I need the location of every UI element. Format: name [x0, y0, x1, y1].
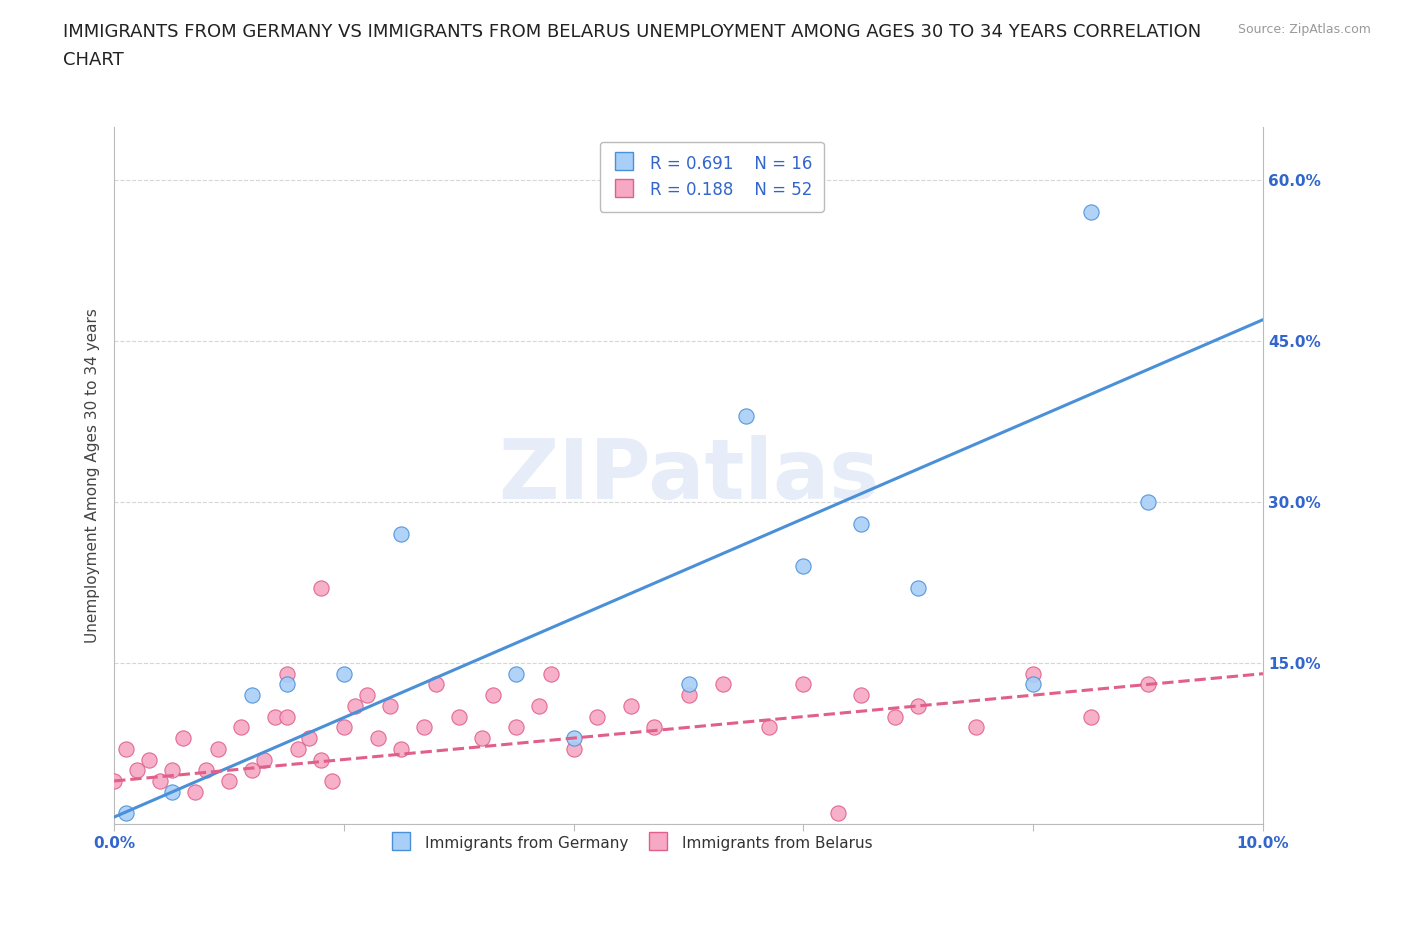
Point [344, 698, 367, 713]
Point [562, 741, 585, 756]
Point [1137, 677, 1160, 692]
Point [792, 677, 814, 692]
Point [240, 763, 263, 777]
Point [907, 580, 929, 595]
Point [482, 687, 505, 702]
Point [849, 516, 872, 531]
Point [1022, 677, 1045, 692]
Legend: Immigrants from Germany, Immigrants from Belarus: Immigrants from Germany, Immigrants from… [384, 827, 879, 858]
Point [207, 741, 229, 756]
Point [264, 710, 287, 724]
Point [1080, 710, 1102, 724]
Point [447, 710, 470, 724]
Point [172, 731, 194, 746]
Text: Source: ZipAtlas.com: Source: ZipAtlas.com [1237, 23, 1371, 36]
Point [218, 774, 240, 789]
Text: CHART: CHART [63, 51, 124, 69]
Point [389, 741, 412, 756]
Point [792, 559, 814, 574]
Point [471, 731, 494, 746]
Point [540, 666, 562, 681]
Text: IMMIGRANTS FROM GERMANY VS IMMIGRANTS FROM BELARUS UNEMPLOYMENT AMONG AGES 30 TO: IMMIGRANTS FROM GERMANY VS IMMIGRANTS FR… [63, 23, 1202, 41]
Point [1080, 205, 1102, 219]
Point [114, 741, 136, 756]
Point [389, 526, 412, 541]
Point [620, 698, 643, 713]
Point [160, 784, 183, 799]
Point [965, 720, 987, 735]
Point [309, 580, 332, 595]
Point [413, 720, 436, 735]
Point [735, 409, 758, 424]
Point [333, 666, 356, 681]
Point [298, 731, 321, 746]
Point [678, 677, 700, 692]
Point [425, 677, 447, 692]
Point [127, 763, 149, 777]
Point [529, 698, 551, 713]
Point [1022, 666, 1045, 681]
Point [356, 687, 378, 702]
Point [758, 720, 780, 735]
Point [138, 752, 160, 767]
Point [367, 731, 389, 746]
Point [309, 752, 332, 767]
Point [1137, 495, 1160, 510]
Point [287, 741, 309, 756]
Point [149, 774, 172, 789]
Point [276, 677, 298, 692]
Point [276, 710, 298, 724]
Point [378, 698, 401, 713]
Point [505, 666, 527, 681]
Point [240, 687, 263, 702]
Point [562, 731, 585, 746]
Point [884, 710, 907, 724]
Point [114, 805, 136, 820]
Point [252, 752, 274, 767]
Point [643, 720, 665, 735]
Point [321, 774, 343, 789]
Point [678, 687, 700, 702]
Point [827, 805, 849, 820]
Point [195, 763, 218, 777]
Point [711, 677, 734, 692]
Point [276, 666, 298, 681]
Point [183, 784, 205, 799]
Point [849, 687, 872, 702]
Point [160, 763, 183, 777]
Y-axis label: Unemployment Among Ages 30 to 34 years: Unemployment Among Ages 30 to 34 years [86, 308, 100, 643]
Point [103, 774, 125, 789]
Text: ZIPatlas: ZIPatlas [498, 434, 879, 516]
Point [585, 710, 607, 724]
Point [229, 720, 252, 735]
Point [907, 698, 929, 713]
Point [333, 720, 356, 735]
Point [505, 720, 527, 735]
